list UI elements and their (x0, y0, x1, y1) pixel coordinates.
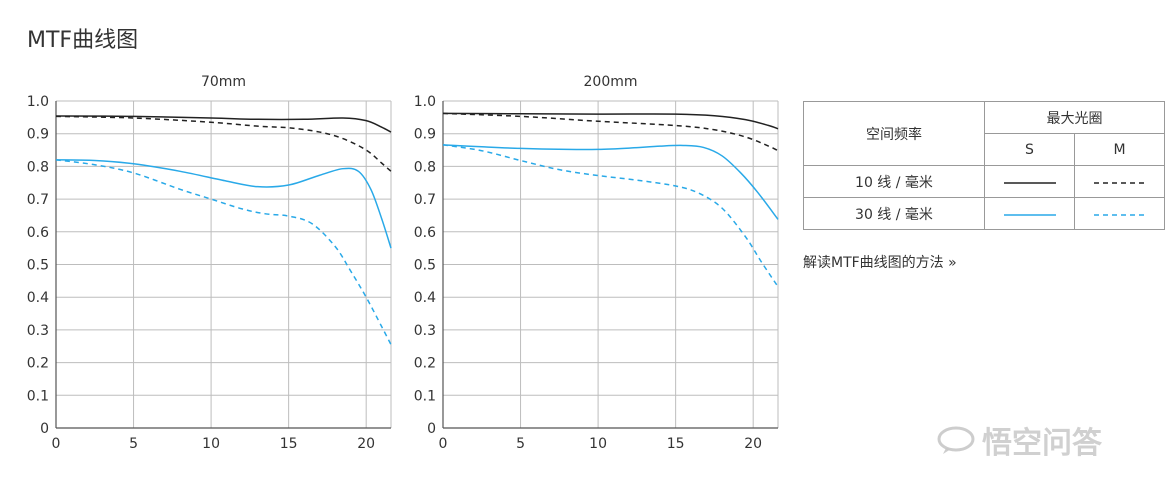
legend-col-header: 空间频率 (803, 101, 985, 166)
series-line (55, 115, 392, 133)
chat-bubble-icon (937, 426, 975, 454)
y-tick-label: 0.7 (414, 192, 436, 208)
series-line (55, 159, 392, 345)
y-tick-label: 1.0 (414, 94, 436, 110)
chart-svg: 200mm 1.0 0.9 0.8 0.7 0.6 0.5 0.4 0.3 0.2 0.1 00 5 10… (414, 74, 779, 452)
series-line (55, 159, 392, 249)
watermark: 悟空问答 (936, 418, 1102, 462)
legend-swatch-30-m (1074, 197, 1165, 230)
y-tick-label: 1.0 (27, 94, 49, 110)
y-tick-label: 0.3 (27, 323, 49, 339)
y-tick-label: 0.3 (414, 323, 436, 339)
chart-title: 200mm (584, 74, 638, 90)
x-tick-label: 15 (667, 436, 685, 452)
x-tick-label: 5 (129, 436, 138, 452)
mtf-chart-70mm: 70mm 1.0 0.9 0.8 0.7 0.6 0.5 0.4 0.3 0.2 0.1 0 0 5 10 1… (20, 68, 400, 464)
legend-group-header: 最大光圈 (984, 101, 1165, 134)
mtf-chart-200mm: 200mm 1.0 0.9 0.8 0.7 0.6 0.5 0.4 0.3 0.2 0.1 0 0 5 10… (407, 68, 787, 464)
mtf-help-link[interactable]: 解读MTF曲线图的方法 » (803, 255, 957, 271)
y-tick-label: 0.5 (414, 258, 436, 274)
x-tick-label: 15 (280, 436, 298, 452)
y-tick-label: 0.7 (27, 192, 49, 208)
legend-sub-header-s: S (984, 133, 1075, 166)
legend-sub-header-m: M (1074, 133, 1165, 166)
y-tick-label: 0.1 (414, 388, 436, 404)
chart-svg: 70mm 1.0 0.9 0.8 0.7 0.6 0.5 0.4 0.3 0.2 0.1 00 5 10 1… (27, 74, 392, 452)
legend-swatch-10-m (1074, 165, 1165, 198)
page-title: MTF曲线图 (27, 28, 139, 53)
y-tick-label: 0.4 (27, 290, 49, 306)
y-tick-label: 0.6 (414, 225, 436, 241)
legend-swatch-30-s (984, 197, 1075, 230)
x-tick-label: 10 (202, 436, 220, 452)
series-line (442, 144, 779, 288)
y-tick-label: 0.9 (27, 127, 49, 143)
watermark-text: 悟空问答 (982, 426, 1102, 461)
x-tick-label: 0 (52, 436, 61, 452)
y-tick-label: 0.9 (414, 127, 436, 143)
y-tick-label: 0 (40, 421, 49, 437)
y-tick-label: 0.4 (414, 290, 436, 306)
legend-row-label: 30 线 / 毫米 (803, 197, 985, 230)
y-tick-label: 0 (427, 421, 436, 437)
x-tick-label: 20 (744, 436, 762, 452)
y-tick-label: 0.8 (414, 159, 436, 175)
x-tick-label: 10 (589, 436, 607, 452)
y-tick-label: 0.1 (27, 388, 49, 404)
legend-swatch-10-s (984, 165, 1075, 198)
y-tick-label: 0.5 (27, 258, 49, 274)
legend-row-label: 10 线 / 毫米 (803, 165, 985, 198)
series-line (442, 112, 779, 130)
x-tick-label: 0 (439, 436, 448, 452)
series-line (442, 112, 779, 152)
x-tick-label: 20 (357, 436, 375, 452)
y-tick-label: 0.2 (27, 356, 49, 372)
chart-title: 70mm (201, 74, 246, 90)
series-line (442, 144, 779, 220)
series-line (55, 115, 392, 172)
y-tick-label: 0.2 (414, 356, 436, 372)
y-tick-label: 0.6 (27, 225, 49, 241)
legend-table: 空间频率 最大光圈 S M 10 线 / 毫米 30 线 / 毫米 (803, 101, 1165, 230)
x-tick-label: 5 (516, 436, 525, 452)
y-tick-label: 0.8 (27, 159, 49, 175)
